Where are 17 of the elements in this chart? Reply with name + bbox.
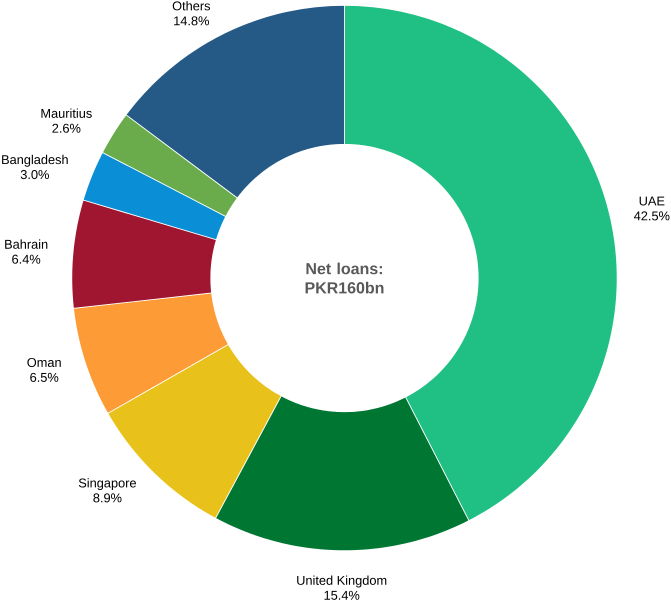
slice-label: Mauritius (41, 108, 92, 118)
data-label: 3.0% (20, 170, 49, 180)
slice-label: Singapore (78, 478, 136, 490)
data-label: 15.4% (324, 590, 360, 600)
slice-label: Bahrain (5, 239, 48, 249)
data-label: 2.6% (52, 124, 80, 133)
slice-label: Bangladesh (2, 154, 68, 167)
data-label: 42.5% (634, 211, 670, 220)
slice-label: Others (172, 1, 210, 10)
data-label: 8.9% (93, 493, 122, 502)
slice-label: United Kingdom (297, 576, 386, 588)
data-label: 14.8% (174, 16, 209, 26)
text: Net loans: PKR160bn (306, 262, 384, 294)
data-label: 6.5% (30, 372, 58, 382)
slice-label: Oman (27, 358, 61, 368)
data-label: 6.4% (12, 254, 40, 264)
slice-label: UAE (640, 196, 664, 206)
